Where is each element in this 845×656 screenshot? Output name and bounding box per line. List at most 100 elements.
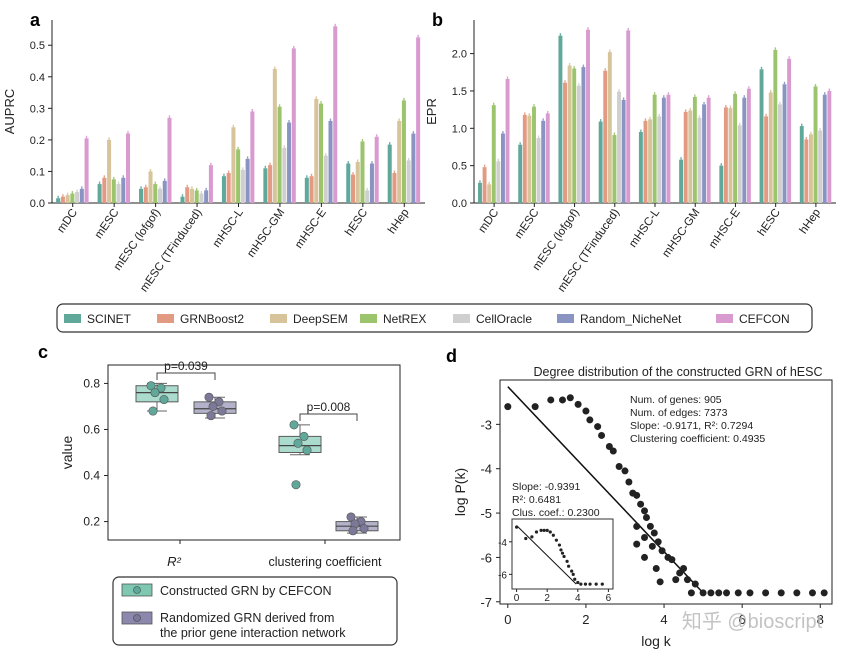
bar-CEFCON — [250, 111, 255, 203]
y-tick-label: 0.5 — [30, 40, 45, 52]
bar-CEFCON — [208, 165, 213, 203]
bar-GRNBoost2 — [804, 139, 809, 203]
y-axis-label: value — [59, 436, 75, 470]
scatter-point — [633, 522, 641, 530]
bar-DeepSEM — [231, 127, 236, 203]
panel-label-b: b — [432, 10, 443, 30]
bar-CellOracle — [116, 184, 121, 203]
scatter-point — [598, 431, 606, 439]
inset-scatter-point — [565, 559, 569, 563]
bar-NetREX — [236, 149, 241, 203]
bar-NetREX — [773, 49, 778, 204]
bar-CEFCON — [706, 97, 711, 203]
scatter-point — [648, 542, 656, 550]
bar-CEFCON — [416, 37, 421, 203]
inset-y-tick-label: -6 — [498, 570, 507, 581]
x-tick-label: 2 — [582, 612, 589, 627]
scatter-point — [646, 522, 654, 530]
inset-x-tick-label: 6 — [606, 593, 612, 604]
legend-label-SCINET: SCINET — [87, 312, 132, 326]
x-tick-label: mHSC-E — [293, 207, 329, 251]
bar-Random_NicheNet — [121, 177, 126, 203]
data-point — [159, 395, 169, 405]
bar-Random_NicheNet — [204, 190, 209, 203]
bar-CEFCON — [291, 48, 296, 204]
bar-CellOracle — [199, 193, 204, 203]
data-point — [359, 523, 369, 533]
bar-Random_NicheNet — [162, 180, 167, 203]
bar-SCINET — [598, 121, 603, 203]
bar-Random_NicheNet — [369, 163, 374, 203]
data-point — [302, 445, 312, 455]
legend-swatch-GRNBoost2 — [157, 314, 174, 323]
bar-CEFCON — [746, 88, 751, 203]
bar-GRNBoost2 — [392, 173, 397, 203]
y-tick-label: 0.0 — [30, 198, 45, 210]
y-tick-label: -6 — [480, 550, 492, 565]
data-point — [148, 406, 158, 416]
x-tick-label: 6 — [739, 612, 746, 627]
bar-GRNBoost2 — [350, 174, 356, 203]
inset-scatter-point — [560, 551, 565, 555]
data-point — [146, 381, 156, 391]
bar-CEFCON — [787, 58, 792, 203]
stats-line: Num. of genes: 905 — [630, 394, 722, 406]
data-point — [291, 480, 301, 490]
scatter-point — [656, 578, 664, 586]
inset-x-tick-label: 2 — [544, 593, 550, 604]
bar-Random_NicheNet — [541, 120, 546, 203]
scatter-point — [808, 589, 816, 597]
data-point — [348, 526, 358, 536]
bar-CellOracle — [576, 85, 581, 203]
bar-CellOracle — [496, 161, 501, 203]
bar-CellOracle — [75, 191, 80, 203]
bar-SCINET — [304, 177, 309, 203]
bar-GRNBoost2 — [643, 120, 648, 203]
bar-DeepSEM — [397, 120, 402, 203]
inset-fit-line — [516, 525, 577, 585]
bar-CEFCON — [84, 138, 89, 203]
stats-line: Slope: -0.9171, R²: 0.7294 — [630, 420, 753, 432]
inset-x-tick-label: 0 — [514, 593, 520, 604]
scatter-point — [723, 589, 731, 597]
plot-frame — [107, 364, 401, 541]
data-point — [208, 401, 218, 411]
scatter-point — [633, 540, 641, 548]
scatter-point — [699, 589, 707, 597]
y-tick-label: 1.5 — [452, 86, 467, 98]
inset-scatter-point — [562, 554, 566, 559]
scatter-point — [637, 500, 645, 508]
scatter-point — [574, 400, 582, 408]
inset-scatter-point — [579, 582, 583, 586]
bar-NetREX — [194, 190, 199, 203]
bar-SCINET — [180, 196, 185, 203]
inset-scatter-point — [576, 580, 580, 585]
data-point — [204, 392, 214, 402]
bar-Random_NicheNet — [501, 133, 505, 203]
bar-CellOracle — [365, 190, 370, 203]
y-tick-label: 1.0 — [452, 123, 467, 135]
bar-CEFCON — [545, 113, 550, 203]
bar-NetREX — [360, 141, 365, 203]
bar-GRNBoost2 — [603, 70, 608, 203]
scatter-point — [715, 589, 723, 597]
scatter-point — [504, 403, 512, 411]
bar-DeepSEM — [607, 52, 612, 204]
inset-scatter-point — [600, 582, 604, 586]
stats-line: Clustering coefficient: 0.4935 — [630, 433, 765, 445]
p-bracket — [156, 372, 216, 380]
bar-Random_NicheNet — [79, 188, 84, 203]
bar-DeepSEM — [808, 134, 813, 203]
bar-Random_NicheNet — [245, 158, 250, 203]
scatter-point — [650, 529, 658, 537]
bar-DeepSEM — [487, 184, 492, 203]
scatter-point — [642, 514, 650, 522]
bar-DeepSEM — [355, 161, 360, 203]
bar-NetREX — [401, 100, 406, 203]
scatter-point — [582, 407, 590, 415]
bar-NetREX — [70, 193, 75, 203]
bar-DeepSEM — [107, 139, 112, 203]
bar-Random_NicheNet — [328, 120, 333, 203]
